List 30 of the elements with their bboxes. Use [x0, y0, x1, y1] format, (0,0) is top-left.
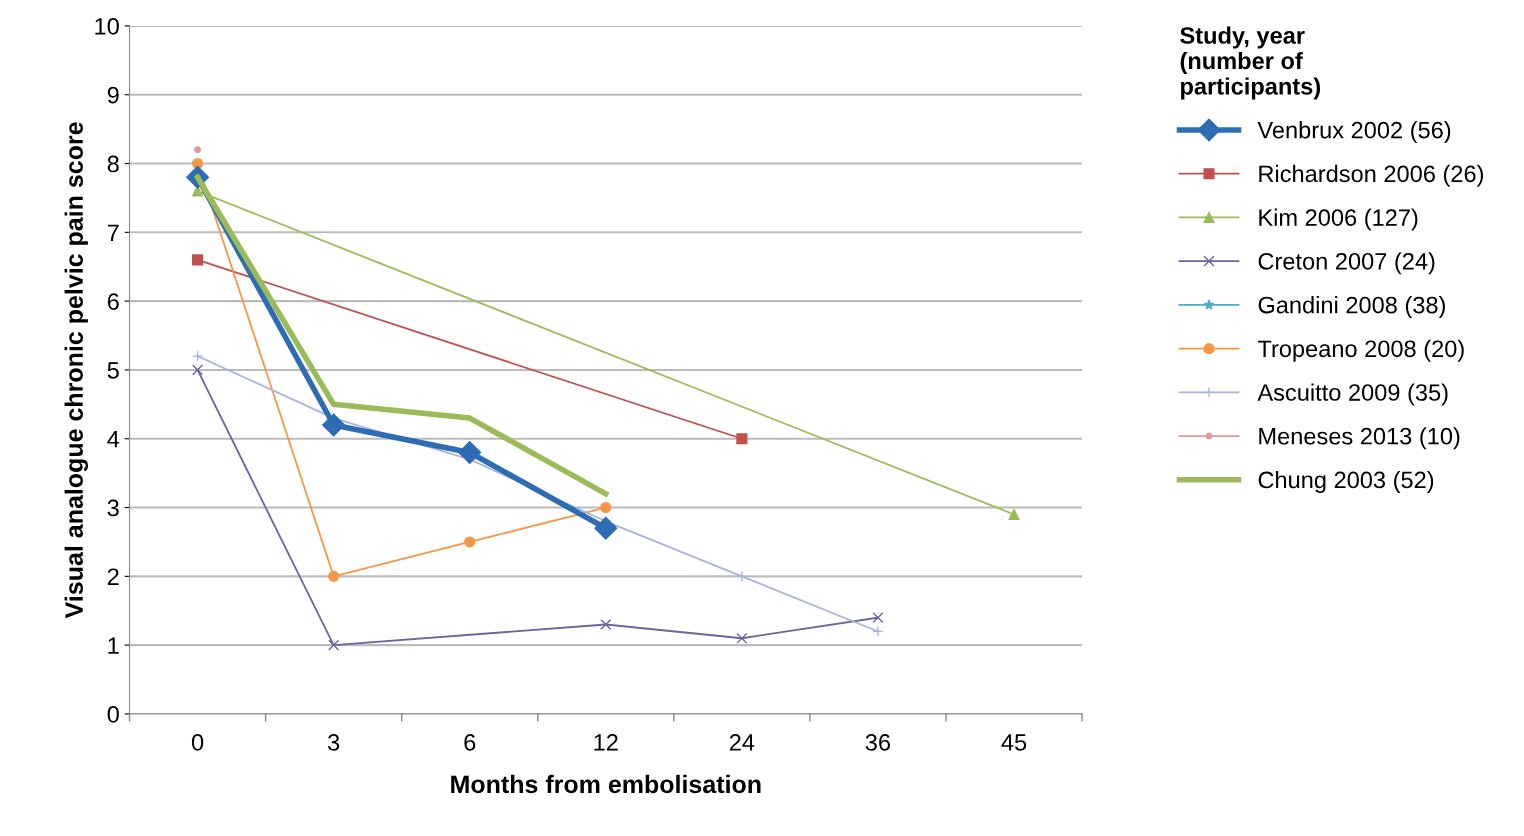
y-tick-label: 7	[107, 224, 119, 241]
y-tick-label: 5	[107, 362, 119, 379]
legend-label: Ascuitto 2009 (35)	[1257, 383, 1448, 406]
x-tick-label: 36	[865, 734, 891, 751]
legend-label: Richardson 2006 (26)	[1259, 164, 1483, 187]
legend-label: Creton 2007 (24)	[1258, 252, 1435, 275]
legend-label: Tropeano 2008 (20)	[1257, 339, 1464, 362]
x-tick-label: 3	[327, 734, 340, 751]
y-tick-label: 10	[95, 17, 119, 35]
x-tick-label: 0	[191, 734, 204, 751]
y-tick-label: 0	[107, 706, 119, 723]
legend-label: Chung 2003 (52)	[1258, 470, 1434, 493]
x-axis-title: Months from embolisation	[451, 774, 761, 794]
legend-label: Kim 2006 (127)	[1259, 208, 1418, 231]
legend-label: Gandini 2008 (38)	[1258, 296, 1445, 319]
y-axis-title: Visual analogue chronic pelvic pain score	[64, 122, 88, 619]
legend-label: Venbrux 2002 (56)	[1257, 121, 1451, 144]
legend-label: Meneses 2013 (10)	[1259, 427, 1460, 450]
y-tick-label: 8	[107, 155, 119, 173]
x-tick-label: 45	[1001, 734, 1027, 751]
y-tick-label: 9	[107, 86, 119, 104]
legend-title: Study, year (number of participants)	[1180, 26, 1321, 100]
y-tick-label: 2	[107, 568, 119, 585]
y-tick-label: 3	[107, 499, 119, 517]
x-tick-label: 24	[729, 734, 755, 751]
y-tick-label: 6	[107, 293, 119, 310]
y-tick-label: 1	[108, 637, 119, 654]
x-tick-label: 6	[464, 734, 476, 751]
y-tick-label: 4	[107, 431, 120, 448]
x-tick-label: 12	[594, 734, 618, 751]
